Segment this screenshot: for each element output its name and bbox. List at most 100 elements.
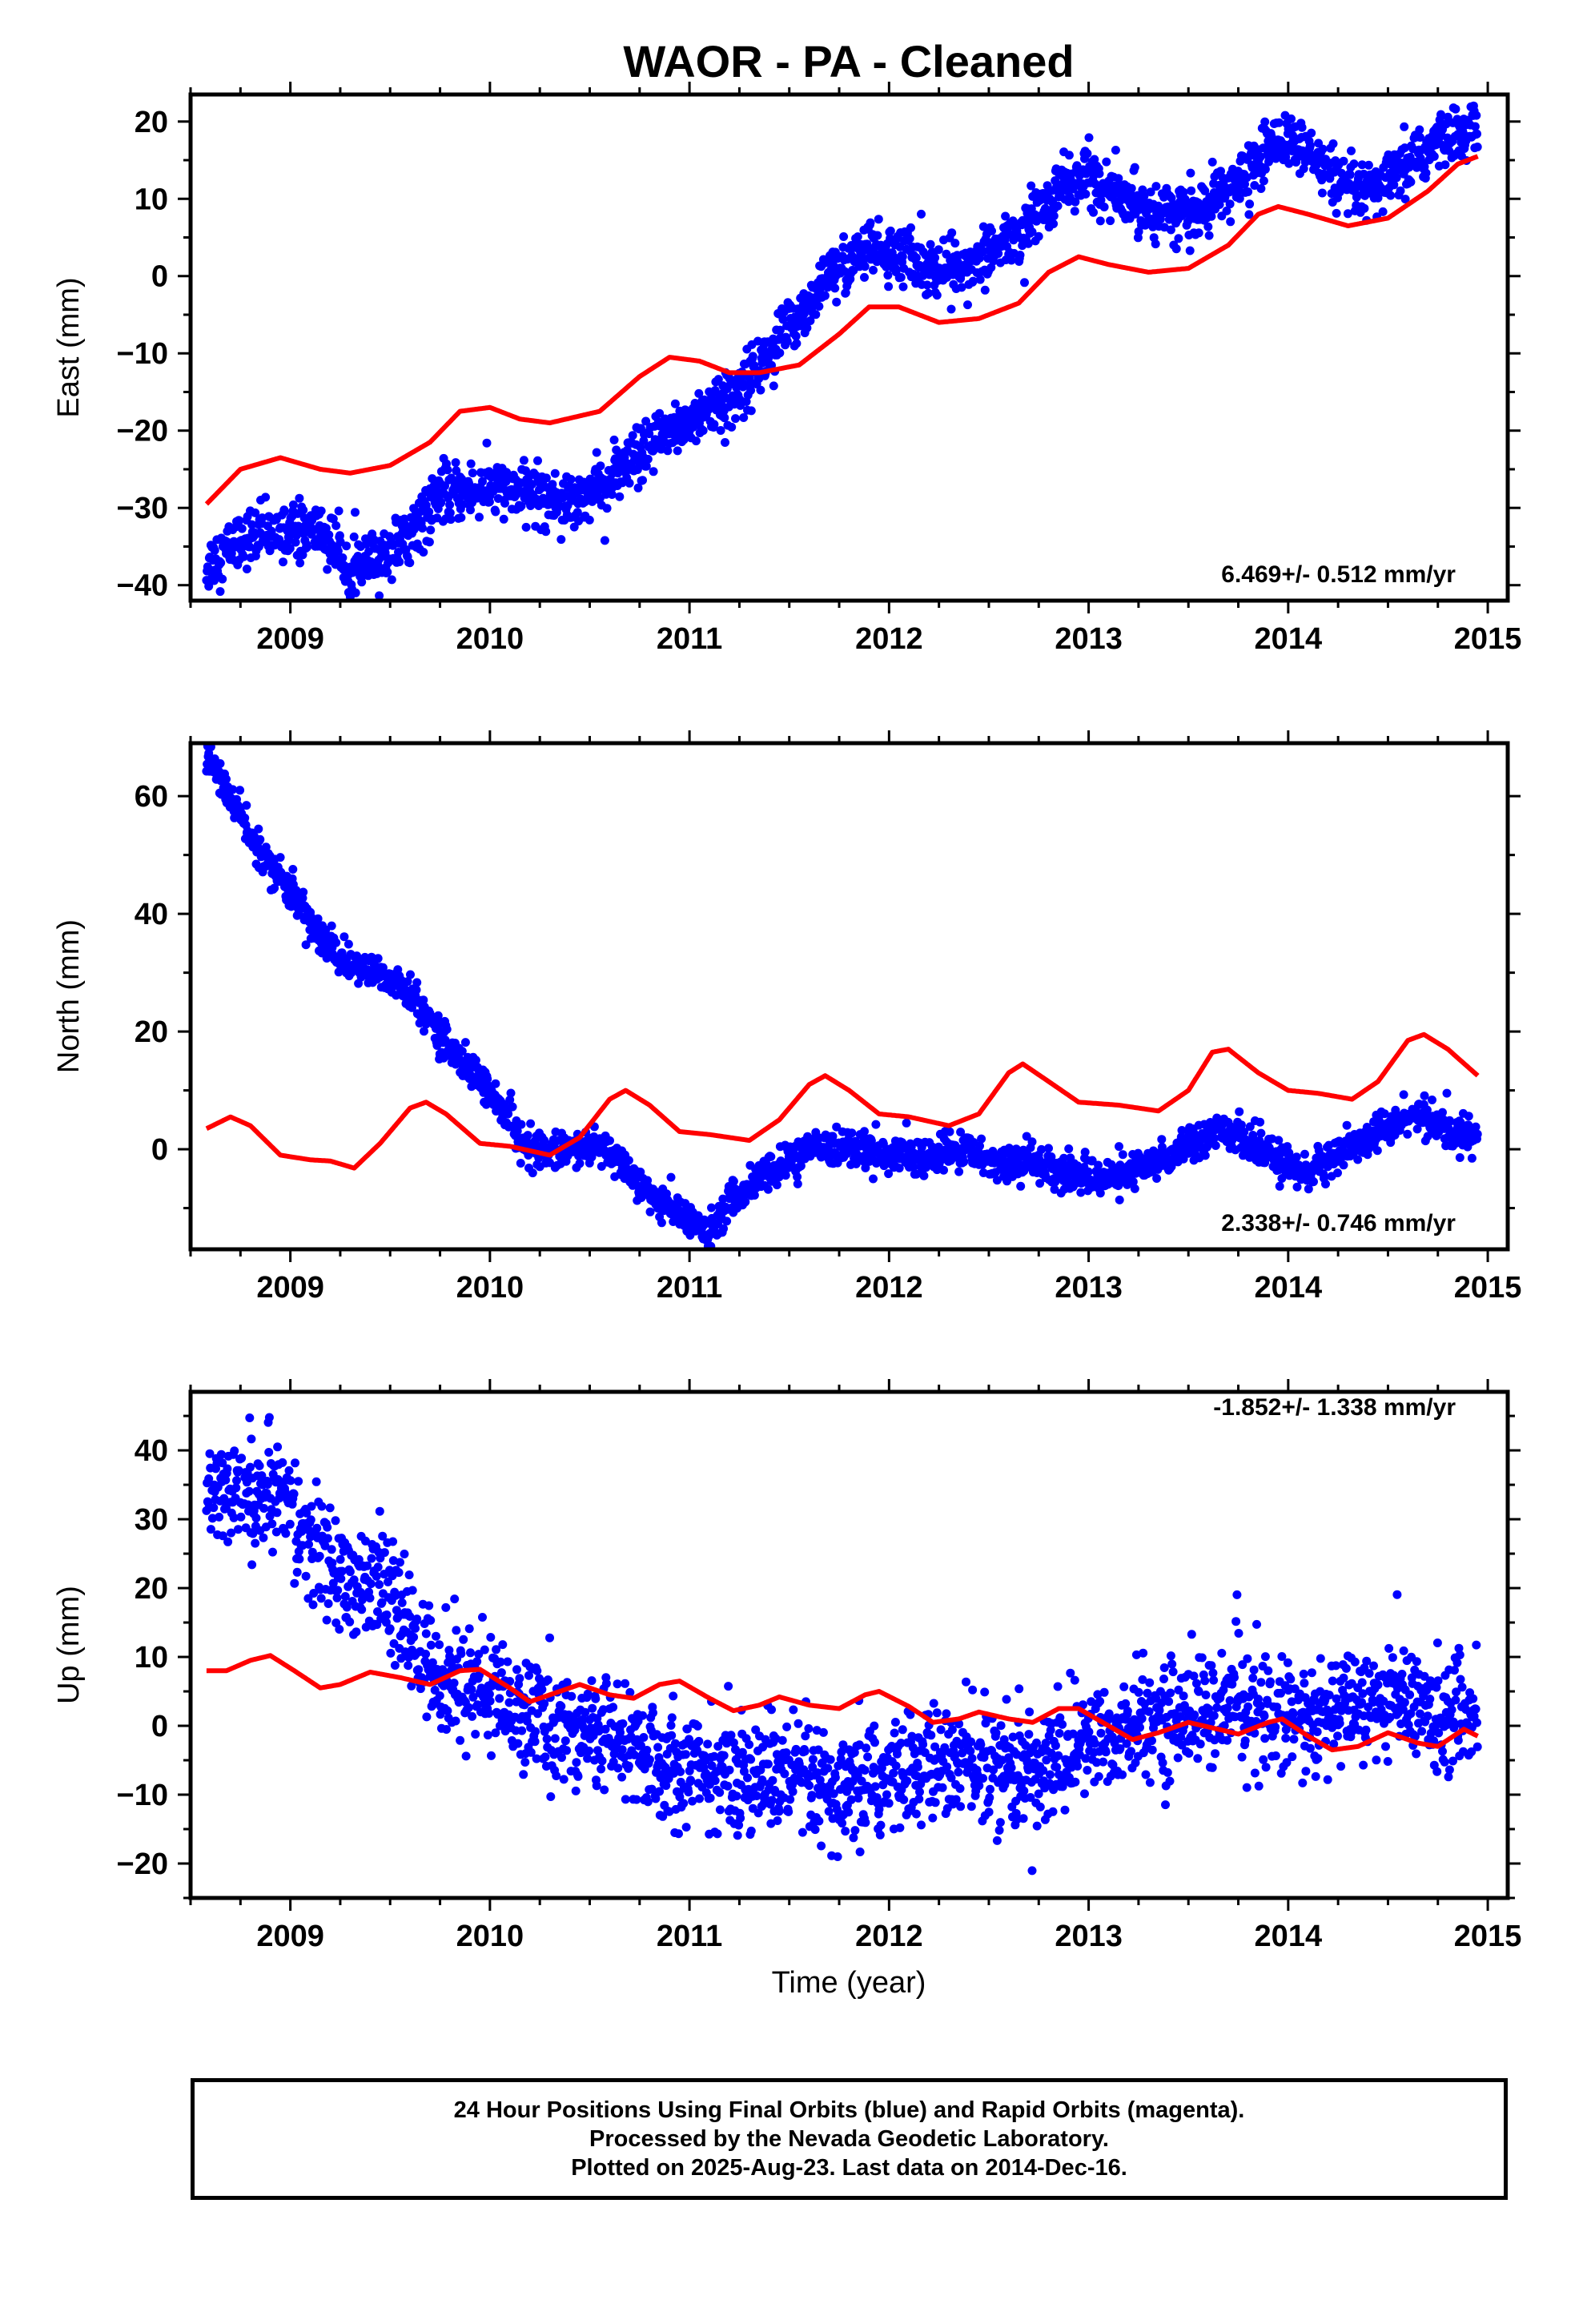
east-observed-point bbox=[950, 239, 960, 248]
up-observed-point bbox=[232, 1476, 241, 1486]
north-observed-point bbox=[902, 1118, 911, 1128]
east-observed-point bbox=[1027, 181, 1036, 191]
up-observed-point bbox=[335, 1554, 345, 1564]
up-observed-point bbox=[285, 1519, 295, 1529]
east-observed-point bbox=[1378, 207, 1388, 216]
east-observed-point bbox=[639, 436, 649, 445]
north-observed-point bbox=[939, 1165, 948, 1175]
east-y-tick-label: −40 bbox=[117, 569, 168, 603]
north-observed-point bbox=[270, 883, 279, 893]
up-observed-point bbox=[267, 1519, 277, 1529]
east-observed-point bbox=[1194, 228, 1203, 238]
east-observed-point bbox=[739, 413, 749, 422]
east-observed-point bbox=[328, 514, 338, 524]
east-observed-point bbox=[1095, 216, 1105, 226]
north-observed-point bbox=[1118, 1150, 1127, 1160]
north-observed-point bbox=[1342, 1120, 1352, 1130]
north-observed-point bbox=[1235, 1107, 1244, 1116]
north-observed-point bbox=[471, 1055, 480, 1065]
north-observed-point bbox=[1083, 1167, 1093, 1176]
up-observed-point bbox=[332, 1593, 342, 1602]
east-observed-point bbox=[521, 522, 531, 532]
east-observed-point bbox=[1166, 225, 1175, 235]
east-observed-point bbox=[957, 283, 966, 292]
up-observed-point bbox=[471, 1730, 480, 1739]
north-observed-point bbox=[483, 1074, 492, 1084]
east-observed-point bbox=[237, 524, 247, 533]
north-observed-point bbox=[215, 759, 225, 768]
east-observed-point bbox=[884, 282, 894, 292]
north-observed-point bbox=[442, 1024, 452, 1034]
up-observed-point bbox=[308, 1600, 318, 1610]
east-observed-point bbox=[491, 507, 500, 517]
east-observed-point bbox=[778, 315, 788, 324]
north-observed-point bbox=[1130, 1184, 1139, 1193]
up-observed-point bbox=[272, 1508, 282, 1518]
up-observed-point bbox=[459, 1634, 468, 1644]
east-observed-point bbox=[1151, 182, 1161, 191]
up-observed-point bbox=[400, 1550, 409, 1558]
north-observed-point bbox=[508, 1102, 517, 1112]
up-observed-point bbox=[259, 1504, 269, 1513]
east-observed-point bbox=[748, 352, 757, 361]
east-observed-point bbox=[500, 498, 509, 508]
north-observed-point bbox=[657, 1218, 666, 1228]
north-x-tick-label: 2015 bbox=[1454, 1271, 1522, 1305]
east-observed-point bbox=[858, 252, 867, 262]
east-observed-point bbox=[1139, 191, 1149, 201]
east-observed-point bbox=[1260, 117, 1270, 127]
up-observed-point bbox=[247, 1434, 256, 1444]
east-observed-point bbox=[475, 513, 484, 522]
east-observed-point bbox=[775, 325, 785, 335]
north-observed-point bbox=[1080, 1148, 1090, 1157]
north-observed-point bbox=[373, 954, 383, 963]
north-observed-point bbox=[1256, 1128, 1266, 1138]
east-observed-point bbox=[649, 467, 658, 476]
east-observed-point bbox=[1049, 211, 1059, 221]
north-observed-point bbox=[1339, 1160, 1348, 1170]
east-observed-point bbox=[1244, 210, 1254, 219]
east-observed-point bbox=[1102, 157, 1111, 167]
up-observed-point bbox=[472, 1657, 482, 1667]
up-observed-point bbox=[441, 1602, 451, 1612]
up-observed-point bbox=[373, 1562, 383, 1572]
north-observed-point bbox=[420, 1027, 428, 1036]
up-observed-point bbox=[412, 1614, 422, 1624]
east-observed-point bbox=[1392, 173, 1401, 183]
east-observed-point bbox=[1187, 186, 1196, 195]
north-observed-point bbox=[945, 1127, 954, 1136]
east-observed-point bbox=[1260, 164, 1270, 174]
east-observed-point bbox=[1472, 129, 1481, 139]
east-observed-point bbox=[1472, 111, 1481, 120]
east-observed-point bbox=[1325, 174, 1335, 183]
east-rate-label: 6.469+/- 0.512 mm/yr bbox=[1221, 561, 1456, 588]
up-observed-point bbox=[366, 1579, 376, 1589]
east-observed-point bbox=[291, 537, 300, 547]
up-observed-point bbox=[244, 1486, 254, 1496]
north-observed-point bbox=[729, 1176, 738, 1186]
east-observed-point bbox=[451, 458, 460, 468]
east-observed-point bbox=[1203, 222, 1213, 231]
up-observed-point bbox=[363, 1561, 372, 1570]
north-observed-point bbox=[1321, 1180, 1330, 1188]
east-x-tick-label: 2011 bbox=[657, 622, 722, 656]
north-observed-point bbox=[512, 1126, 522, 1136]
up-observed-point bbox=[304, 1539, 313, 1549]
east-observed-point bbox=[782, 336, 792, 346]
north-observed-point bbox=[504, 1109, 513, 1119]
east-observed-point bbox=[1095, 169, 1104, 179]
east-observed-point bbox=[716, 426, 725, 435]
north-observed-point bbox=[392, 991, 401, 1000]
up-observed-point bbox=[375, 1580, 384, 1590]
east-observed-point bbox=[285, 544, 295, 553]
east-observed-point bbox=[1222, 206, 1231, 215]
east-model-curve bbox=[204, 154, 1480, 506]
up-observed-point bbox=[367, 1554, 376, 1563]
east-observed-point bbox=[600, 536, 609, 545]
east-observed-point bbox=[1200, 186, 1210, 195]
east-observed-point bbox=[1089, 207, 1098, 217]
east-observed-point bbox=[1318, 144, 1328, 154]
east-observed-point bbox=[323, 565, 332, 574]
up-observed-point bbox=[301, 1571, 311, 1581]
